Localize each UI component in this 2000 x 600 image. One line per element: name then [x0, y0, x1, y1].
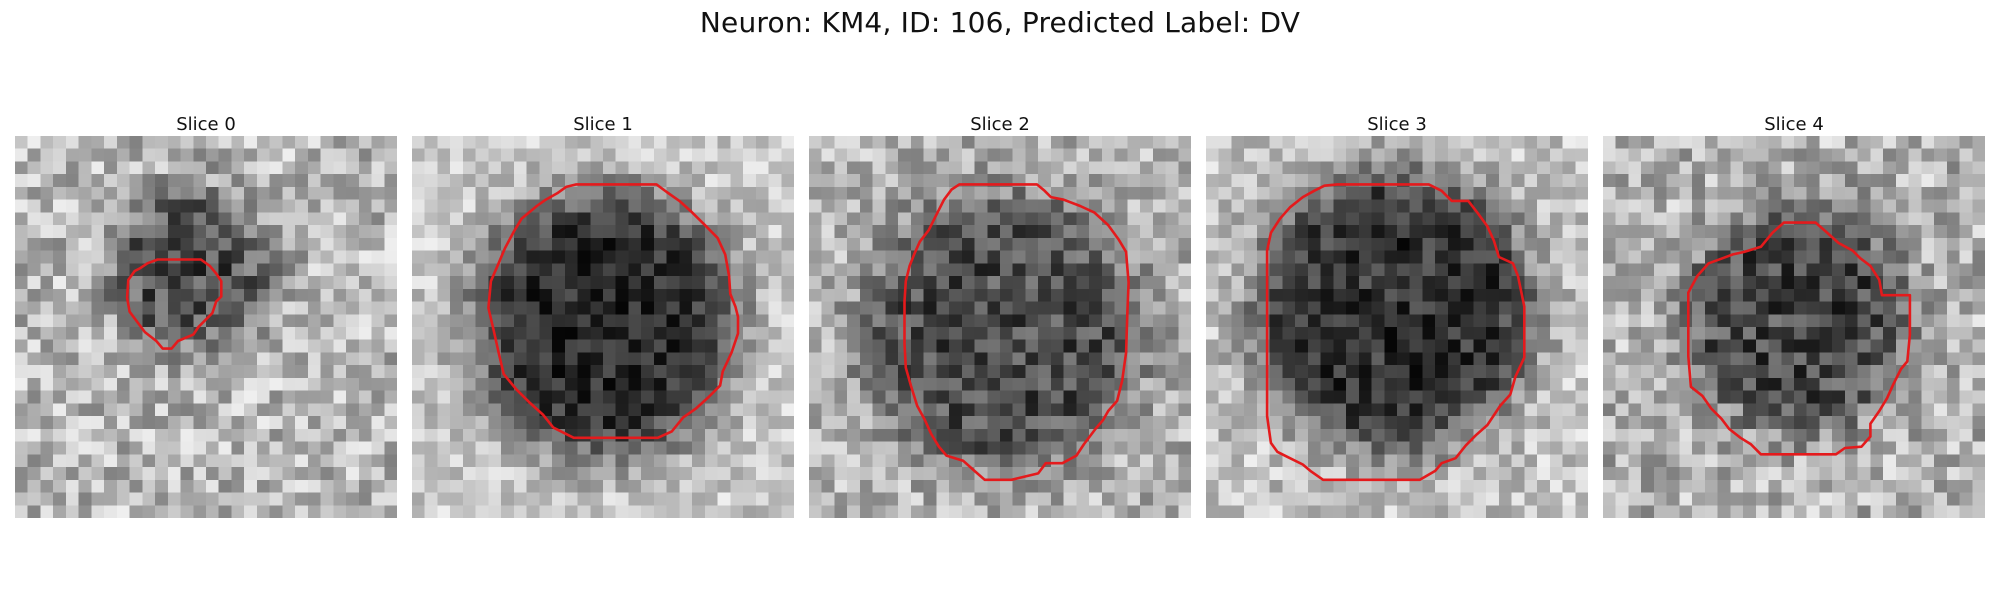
- slice-pixel-grid: [15, 136, 397, 518]
- slice-image: [809, 136, 1191, 518]
- segmentation-contour: [1687, 221, 1912, 456]
- slice-panel: Slice 1: [412, 114, 794, 518]
- segmentation-contour: [125, 258, 223, 350]
- panel-title: Slice 0: [176, 114, 236, 135]
- panel-title: Slice 4: [1764, 114, 1824, 135]
- panel-title: Slice 3: [1367, 114, 1427, 135]
- slice-image: [1603, 136, 1985, 518]
- segmentation-contour: [487, 183, 740, 440]
- slice-panel: Slice 4: [1603, 114, 1985, 518]
- panel-title: Slice 1: [573, 114, 633, 135]
- segmentation-contour: [1265, 183, 1526, 482]
- figure-title: Neuron: KM4, ID: 106, Predicted Label: D…: [699, 6, 1301, 39]
- slice-image: [412, 136, 794, 518]
- slice-image: [1206, 136, 1588, 518]
- slice-pixel-grid: [1206, 136, 1588, 518]
- panel-title: Slice 2: [970, 114, 1030, 135]
- slice-pixel-grid: [809, 136, 1191, 518]
- slice-panel: Slice 3: [1206, 114, 1588, 518]
- slice-pixel-grid: [1603, 136, 1985, 518]
- segmentation-contour: [903, 183, 1130, 482]
- slice-pixel-grid: [412, 136, 794, 518]
- slice-panel: Slice 0: [15, 114, 397, 518]
- slice-panel: Slice 2: [809, 114, 1191, 518]
- slice-image: [15, 136, 397, 518]
